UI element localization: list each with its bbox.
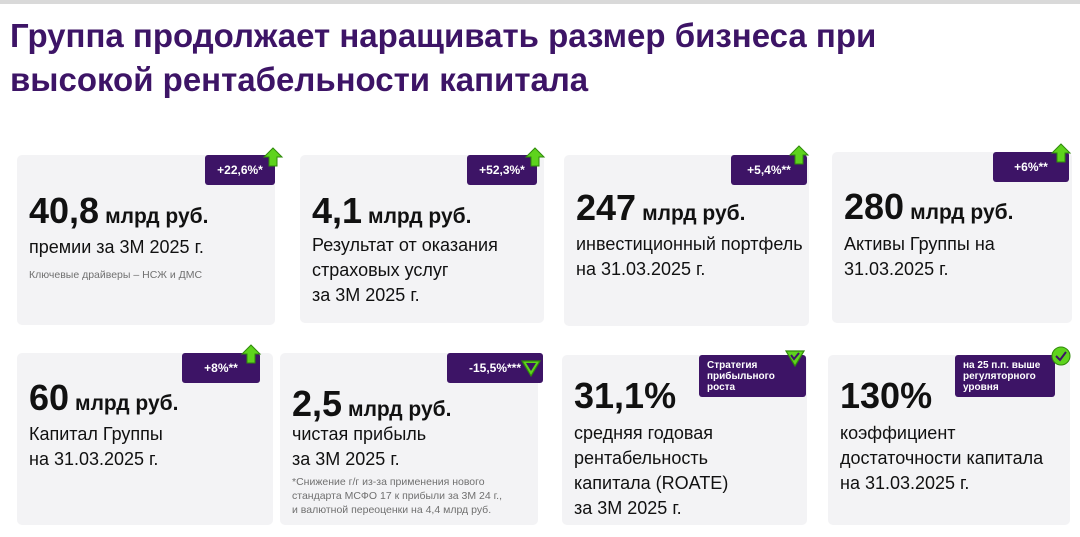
change-badge-text: +52,3%*	[479, 163, 525, 177]
metric-unit: млрд руб.	[348, 398, 452, 421]
metric-footnote-line: *Снижение г/г из-за применения нового	[292, 476, 485, 488]
metric-description-line: средняя годовая	[574, 423, 713, 443]
metric-value: 280 млрд руб.	[844, 186, 1013, 228]
metric-description-line: за 3М 2025 г.	[574, 498, 682, 518]
metric-description-line: Активы Группы на	[844, 234, 995, 254]
metric-number: 31,1%	[574, 375, 677, 416]
arrow-up-icon	[240, 343, 262, 365]
change-badge-text: +8%**	[204, 361, 238, 375]
metric-footnote: *Снижение г/г из-за применения нового ста…	[292, 475, 502, 517]
metric-card: 4,1 млрд руб. Результат от оказания страхов…	[300, 155, 544, 323]
change-badge-text: -15,5%***	[468, 361, 522, 375]
metric-value: 247 млрд руб.	[576, 187, 745, 229]
change-badge: Стратегия прибыльного роста	[699, 355, 806, 397]
metric-unit: млрд руб.	[642, 202, 746, 225]
check-circle-icon	[1050, 345, 1072, 367]
arrow-up-icon	[788, 144, 810, 166]
metric-footnote: Ключевые драйверы – НСЖ и ДМС	[29, 268, 202, 282]
metric-description: чистая прибыль за 3М 2025 г.	[292, 422, 426, 472]
change-badge-text: регуляторного	[963, 370, 1036, 382]
metric-number: 4,1	[312, 190, 363, 231]
metric-footnote-line: и валютной переоценки на 4,4 млрд руб.	[292, 504, 492, 516]
metric-description-line: за 3М 2025 г.	[312, 285, 420, 305]
metric-footnote-line: Ключевые драйверы – НСЖ и ДМС	[29, 269, 203, 281]
metric-number: 280	[844, 186, 905, 227]
metric-number: 2,5	[292, 383, 343, 424]
change-badge-text: +5,4%**	[747, 163, 791, 177]
top-divider	[0, 0, 1080, 4]
metric-footnote-line: стандарта МСФО 17 к прибыли за 3М 24 г.,	[292, 490, 503, 502]
metric-description-line: страховых услуг	[312, 260, 449, 280]
metric-unit: млрд руб.	[105, 205, 209, 228]
metric-value: 130%	[840, 375, 932, 417]
change-badge-text: Стратегия	[707, 359, 758, 371]
arrow-up-icon	[262, 146, 284, 168]
metric-description: премии за 3М 2025 г.	[29, 235, 204, 260]
metric-value: 2,5 млрд руб.	[292, 383, 451, 425]
arrow-up-icon	[1050, 142, 1072, 164]
change-badge: +8%**	[182, 353, 260, 383]
metric-description-line: на 31.03.2025 г.	[840, 473, 970, 493]
change-badge-text: на 25 п.п. выше	[963, 359, 1041, 371]
metric-value: 40,8 млрд руб.	[29, 190, 208, 232]
change-badge-text: +22,6%*	[217, 163, 263, 177]
change-badge: на 25 п.п. выше регуляторного уровня	[955, 355, 1055, 397]
metric-description-line: коэффициент	[840, 423, 956, 443]
metric-unit: млрд руб.	[75, 392, 179, 415]
metric-number: 40,8	[29, 190, 100, 231]
metric-description: Результат от оказания страховых услуг за 3…	[312, 233, 498, 308]
metric-description-line: Результат от оказания	[312, 235, 498, 255]
page-title-line-2: высокой рентабельности капитала	[10, 61, 589, 98]
metric-description-line: за 3М 2025 г.	[292, 449, 400, 469]
triangle-down-icon	[520, 357, 542, 379]
change-badge-text: +6%**	[1014, 160, 1048, 174]
metric-description-line: на 31.03.2025 г.	[29, 449, 159, 469]
change-badge-text: уровня	[963, 381, 999, 393]
metric-description: инвестиционный портфель на 31.03.2025 г.	[576, 232, 803, 282]
metric-description: коэффициент достаточности капитала на 31.0…	[840, 421, 1043, 496]
change-badge-text: прибыльного	[707, 370, 775, 382]
change-badge: +52,3%*	[467, 155, 537, 185]
metric-card: 130% коэффициент достаточности капитала на …	[828, 355, 1070, 525]
metric-description-line: 31.03.2025 г.	[844, 259, 949, 279]
metric-description-line: рентабельность	[574, 448, 708, 468]
metric-value: 4,1 млрд руб.	[312, 190, 471, 232]
arrow-up-icon	[524, 146, 546, 168]
page-title: Группа продолжает наращивать размер бизн…	[10, 14, 1060, 102]
metric-number: 60	[29, 377, 70, 418]
change-badge-text: роста	[707, 381, 736, 393]
metric-number: 130%	[840, 375, 933, 416]
metric-description-line: достаточности капитала	[840, 448, 1044, 468]
metric-unit: млрд руб.	[910, 201, 1014, 224]
metric-description: Капитал Группы на 31.03.2025 г.	[29, 422, 163, 472]
metric-value: 60 млрд руб.	[29, 377, 178, 419]
metric-value: 31,1%	[574, 375, 676, 417]
metric-number: 247	[576, 187, 637, 228]
change-badge: +6%**	[993, 152, 1069, 182]
metric-description-line: на 31.03.2025 г.	[576, 259, 706, 279]
metric-description-line: инвестиционный портфель	[576, 234, 803, 254]
metric-description-line: премии за 3М 2025 г.	[29, 237, 204, 257]
metric-unit: млрд руб.	[368, 205, 472, 228]
metric-description-line: чистая прибыль	[292, 424, 427, 444]
page-title-line-1: Группа продолжает наращивать размер бизн…	[10, 17, 877, 54]
metric-description: Активы Группы на 31.03.2025 г.	[844, 232, 995, 282]
check-triangle-icon	[784, 347, 806, 369]
metric-description-line: капитала (ROATE)	[574, 473, 729, 493]
change-badge: +22,6%*	[205, 155, 275, 185]
metric-description-line: Капитал Группы	[29, 424, 163, 444]
change-badge: +5,4%**	[731, 155, 807, 185]
metric-description: средняя годовая рентабельность капитала (R…	[574, 421, 728, 521]
